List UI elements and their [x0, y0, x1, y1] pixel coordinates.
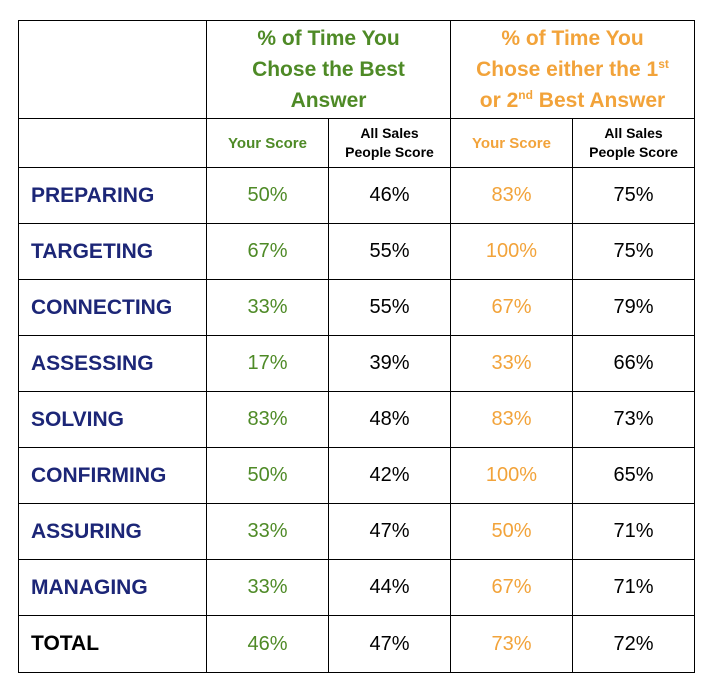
best-all-sales-cell: 55% [328, 223, 451, 280]
top2-all-sales-cell: 79% [571, 279, 696, 336]
top2-all-sales-cell: 66% [571, 335, 696, 392]
top2-all-sales-header: All Sales People Score [571, 118, 696, 168]
table-row: ASSURING 33% 47% 50% 71% [18, 503, 696, 560]
top2-all-sales-cell: 75% [571, 167, 696, 224]
top2-header-line2: Chose either the 1st [476, 57, 669, 81]
best-all-sales-cell: 47% [328, 615, 451, 673]
top2-your-score-cell: 67% [450, 279, 573, 336]
table-row: PREPARING 50% 46% 83% 75% [18, 167, 696, 224]
table-row: MANAGING 33% 44% 67% 71% [18, 559, 696, 616]
total-row: TOTAL 46% 47% 73% 72% [18, 615, 696, 673]
top2-header-line1: % of Time You [501, 27, 644, 50]
corner-cell [18, 20, 207, 119]
best-your-score-cell: 33% [206, 503, 329, 560]
best-header-line2: Chose the Best [252, 58, 405, 81]
best-all-sales-cell: 44% [328, 559, 451, 616]
top2-your-score-header: Your Score [450, 118, 573, 168]
best-your-score-cell: 50% [206, 167, 329, 224]
category-label: CONFIRMING [18, 447, 207, 504]
corner-cell-sub [18, 118, 207, 168]
category-label: SOLVING [18, 391, 207, 448]
category-label: TARGETING [18, 223, 207, 280]
top2-all-sales-cell: 71% [571, 503, 696, 560]
best-all-sales-cell: 42% [328, 447, 451, 504]
best-your-score-cell: 33% [206, 559, 329, 616]
best-all-sales-cell: 39% [328, 335, 451, 392]
top2-your-score-cell: 50% [450, 503, 573, 560]
top2-your-score-cell: 73% [450, 615, 573, 673]
best-header-line3: Answer [290, 89, 367, 112]
best-header-line1: % of Time You [257, 27, 400, 50]
top2-your-score-cell: 100% [450, 223, 573, 280]
best-your-score-cell: 33% [206, 279, 329, 336]
best-all-sales-cell: 55% [328, 279, 451, 336]
best-all-sales-cell: 47% [328, 503, 451, 560]
top2-your-score-cell: 83% [450, 167, 573, 224]
table-row: TARGETING 67% 55% 100% 75% [18, 223, 696, 280]
table-row: SOLVING 83% 48% 83% 73% [18, 391, 696, 448]
category-label: ASSESSING [18, 335, 207, 392]
best-your-score-cell: 67% [206, 223, 329, 280]
best-all-sales-cell: 46% [328, 167, 451, 224]
top-two-answer-header: % of Time You Chose either the 1st or 2n… [449, 20, 696, 119]
best-your-score-cell: 46% [206, 615, 329, 673]
top2-header-line3: or 2nd Best Answer [479, 88, 666, 112]
top2-your-score-cell: 100% [450, 447, 573, 504]
top2-your-score-cell: 83% [450, 391, 573, 448]
category-label: MANAGING [18, 559, 207, 616]
top2-all-sales-cell: 72% [571, 615, 696, 673]
best-all-sales-cell: 48% [328, 391, 451, 448]
category-label: CONNECTING [18, 279, 207, 336]
category-label: ASSURING [18, 503, 207, 560]
score-table: % of Time You Chose the Best Answer % of… [18, 20, 696, 673]
table-row: ASSESSING 17% 39% 33% 66% [18, 335, 696, 392]
header-row: % of Time You Chose the Best Answer % of… [18, 20, 696, 119]
top2-all-sales-cell: 71% [571, 559, 696, 616]
best-answer-header: % of Time You Chose the Best Answer [206, 20, 451, 119]
table-row: CONNECTING 33% 55% 67% 79% [18, 279, 696, 336]
category-label: TOTAL [18, 615, 207, 673]
best-your-score-header: Your Score [206, 118, 329, 168]
top2-your-score-cell: 33% [450, 335, 573, 392]
subheader-row: Your Score All Sales People Score Your S… [18, 118, 696, 168]
table-row: CONFIRMING 50% 42% 100% 65% [18, 447, 696, 504]
best-your-score-cell: 50% [206, 447, 329, 504]
best-all-sales-header: All Sales People Score [328, 118, 451, 168]
top2-all-sales-cell: 75% [571, 223, 696, 280]
best-your-score-cell: 83% [206, 391, 329, 448]
best-your-score-cell: 17% [206, 335, 329, 392]
top2-all-sales-cell: 65% [571, 447, 696, 504]
top2-all-sales-cell: 73% [571, 391, 696, 448]
top2-your-score-cell: 67% [450, 559, 573, 616]
category-label: PREPARING [18, 167, 207, 224]
